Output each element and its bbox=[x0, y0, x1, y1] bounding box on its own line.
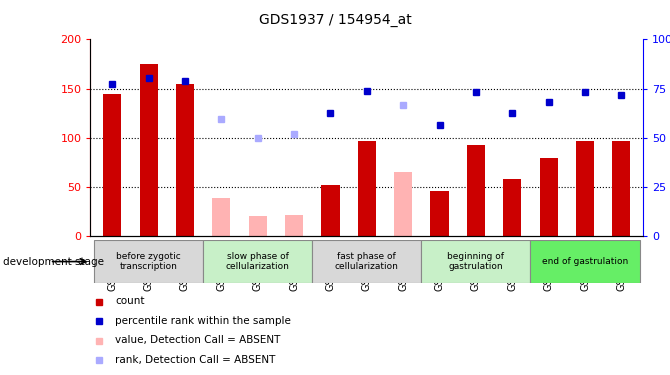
Bar bbox=[103, 93, 121, 236]
Text: end of gastrulation: end of gastrulation bbox=[542, 257, 628, 266]
Text: before zygotic
transcription: before zygotic transcription bbox=[117, 252, 181, 271]
Bar bbox=[139, 64, 157, 236]
Text: rank, Detection Call = ABSENT: rank, Detection Call = ABSENT bbox=[115, 355, 275, 365]
Bar bbox=[467, 145, 485, 236]
Bar bbox=[612, 141, 630, 236]
Text: count: count bbox=[115, 297, 145, 306]
Bar bbox=[285, 214, 304, 236]
Bar bbox=[503, 179, 521, 236]
Text: GDS1937 / 154954_at: GDS1937 / 154954_at bbox=[259, 13, 411, 27]
Bar bbox=[430, 191, 449, 236]
Bar bbox=[421, 240, 531, 283]
Bar bbox=[531, 240, 640, 283]
Bar bbox=[576, 141, 594, 236]
Bar bbox=[312, 240, 421, 283]
Text: development stage: development stage bbox=[3, 256, 105, 267]
Bar bbox=[358, 141, 376, 236]
Bar bbox=[539, 159, 557, 236]
Text: beginning of
gastrulation: beginning of gastrulation bbox=[448, 252, 505, 271]
Text: value, Detection Call = ABSENT: value, Detection Call = ABSENT bbox=[115, 336, 281, 345]
Bar bbox=[203, 240, 312, 283]
Text: fast phase of
cellularization: fast phase of cellularization bbox=[335, 252, 399, 271]
Bar bbox=[212, 198, 230, 236]
Bar bbox=[394, 172, 412, 236]
Bar bbox=[176, 84, 194, 236]
Text: percentile rank within the sample: percentile rank within the sample bbox=[115, 316, 291, 326]
Text: slow phase of
cellularization: slow phase of cellularization bbox=[226, 252, 289, 271]
Bar bbox=[249, 216, 267, 236]
Bar bbox=[94, 240, 203, 283]
Bar bbox=[322, 185, 340, 236]
